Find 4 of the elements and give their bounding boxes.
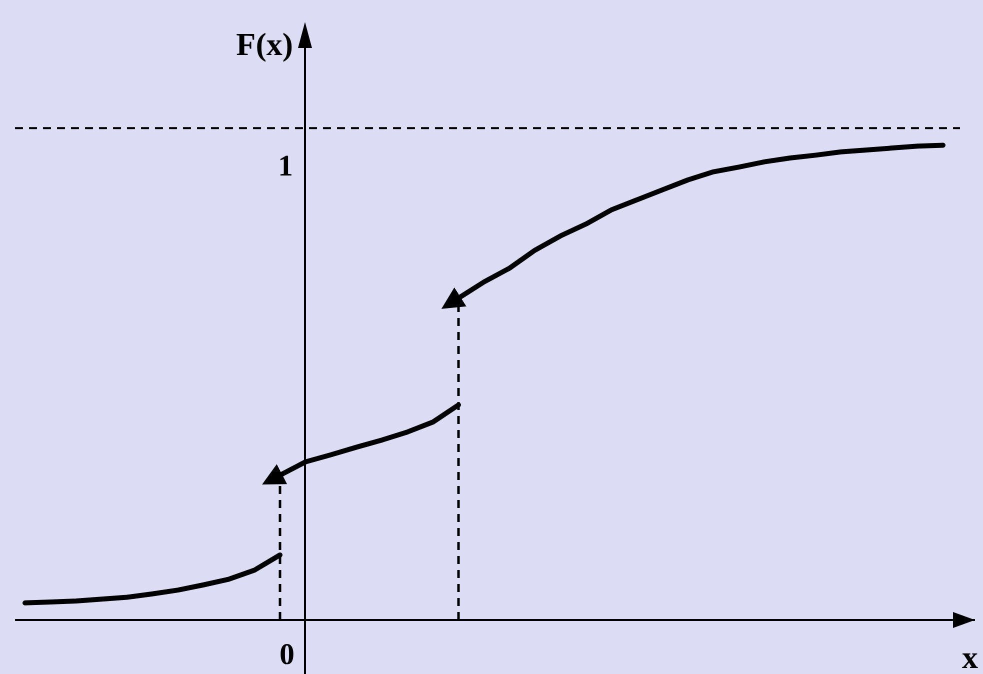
annotation: 1 — [278, 150, 293, 182]
text: 0 — [280, 638, 294, 671]
y-axis-title: F(x) — [236, 26, 293, 62]
x-axis-title: x — [962, 639, 978, 674]
